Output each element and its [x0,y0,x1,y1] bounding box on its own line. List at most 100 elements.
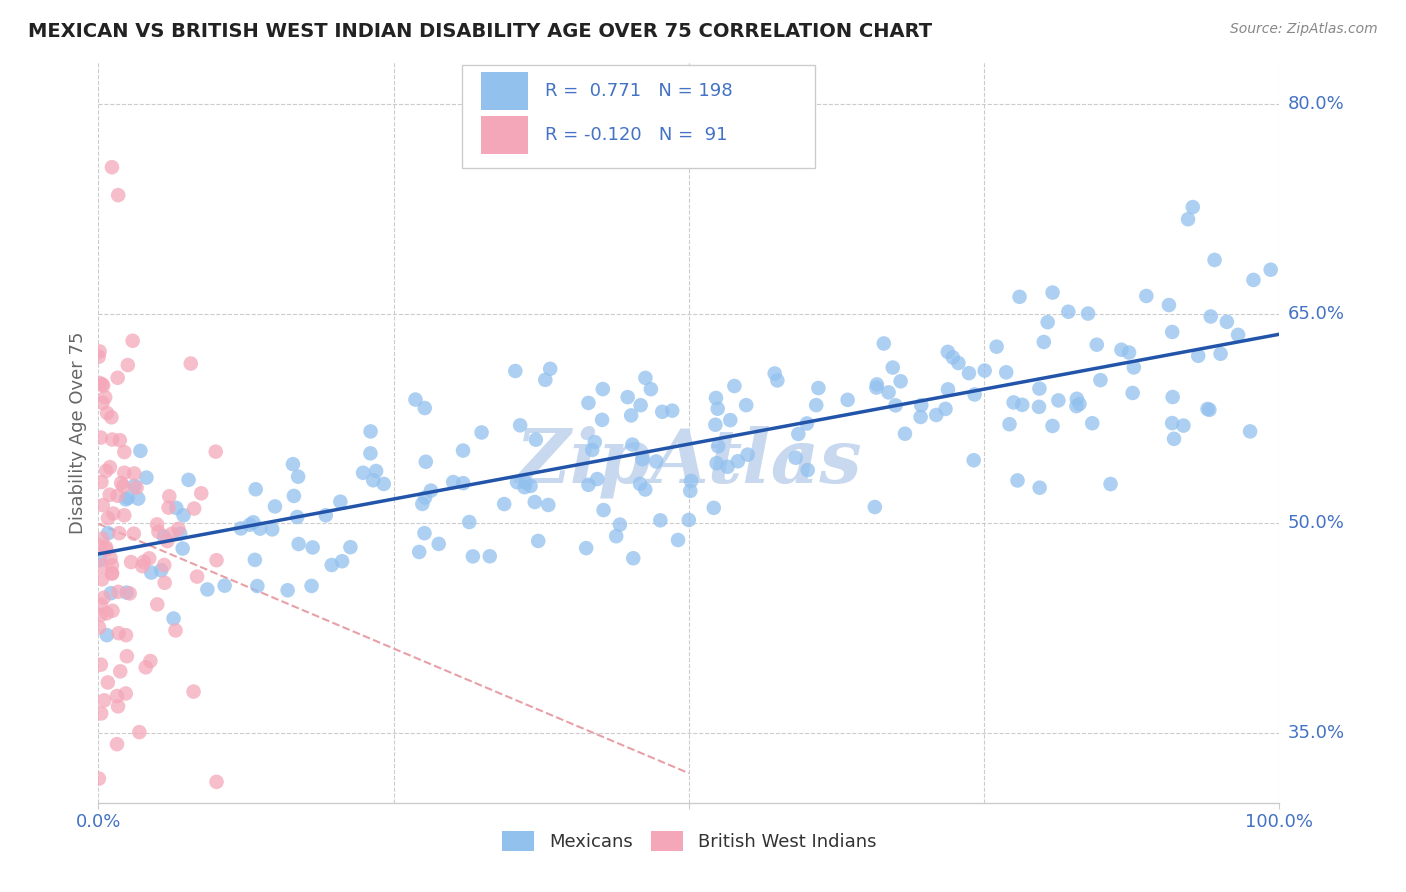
Point [471,425,494,440]
Point [94,390,117,404]
Point [1122,360,1144,375]
Point [763,367,786,381]
Point [373,477,395,491]
Point [249,522,271,536]
Point [315,508,337,523]
Point [936,382,959,396]
Point [1135,289,1157,303]
Point [93,591,115,605]
Point [519,479,541,493]
Point [605,529,627,543]
Point [413,401,436,415]
Point [537,498,560,512]
Point [737,448,759,462]
Point [591,413,613,427]
Point [1118,345,1140,359]
Point [995,365,1018,379]
Point [925,408,948,422]
Point [411,497,433,511]
Point [135,660,157,674]
Point [578,396,600,410]
Point [141,566,163,580]
Point [1173,418,1195,433]
Point [806,398,828,412]
Point [998,417,1021,432]
Text: 65.0%: 65.0% [1288,305,1344,323]
Point [1243,273,1265,287]
Point [461,549,484,564]
Point [132,555,155,569]
Point [873,336,896,351]
Point [87,350,110,364]
Point [97,526,120,541]
Point [204,444,226,458]
Text: ZipAtlas: ZipAtlas [516,426,862,499]
Point [121,334,143,348]
Point [177,473,200,487]
Point [796,417,818,431]
Text: Source: ZipAtlas.com: Source: ZipAtlas.com [1230,22,1378,37]
Point [716,459,738,474]
Point [359,446,381,460]
Point [283,489,305,503]
Point [115,649,138,664]
Point [616,390,638,404]
Point [1042,419,1064,434]
Point [1198,402,1220,417]
Point [506,475,529,490]
Point [451,443,474,458]
Point [101,160,124,174]
Point [1157,298,1180,312]
Point [214,579,236,593]
Point [122,467,145,481]
Point [90,706,112,721]
Point [1028,481,1050,495]
Point [415,455,437,469]
Point [718,413,741,427]
Point [114,492,136,507]
Point [706,456,728,470]
Point [105,689,128,703]
Point [98,488,121,502]
Point [524,433,547,447]
Point [678,513,700,527]
Point [1042,285,1064,300]
Point [110,476,132,491]
Point [90,598,112,612]
Point [538,361,561,376]
Point [246,579,269,593]
Point [172,541,194,556]
Point [666,533,689,547]
Point [735,398,758,412]
Point [796,463,818,477]
Point [1077,307,1099,321]
Point [101,566,124,581]
Point [128,725,150,739]
Point [1099,477,1122,491]
Point [1057,304,1080,318]
Point [863,500,886,514]
Point [1216,315,1239,329]
Point [108,526,131,541]
Point [592,382,614,396]
Point [890,374,912,388]
Point [115,628,138,642]
Point [301,541,323,555]
Point [157,489,180,503]
Point [94,464,117,478]
Point [478,549,501,564]
Point [108,433,131,447]
Text: 35.0%: 35.0% [1288,724,1346,742]
Point [110,665,132,679]
Point [1011,398,1033,412]
Point [339,540,361,554]
Point [287,537,309,551]
Point [97,511,120,525]
Text: 80.0%: 80.0% [1288,95,1344,113]
Point [89,553,111,567]
Point [634,371,657,385]
Point [90,657,112,672]
Point [1069,397,1091,411]
Point [117,491,139,505]
Point [107,188,129,202]
